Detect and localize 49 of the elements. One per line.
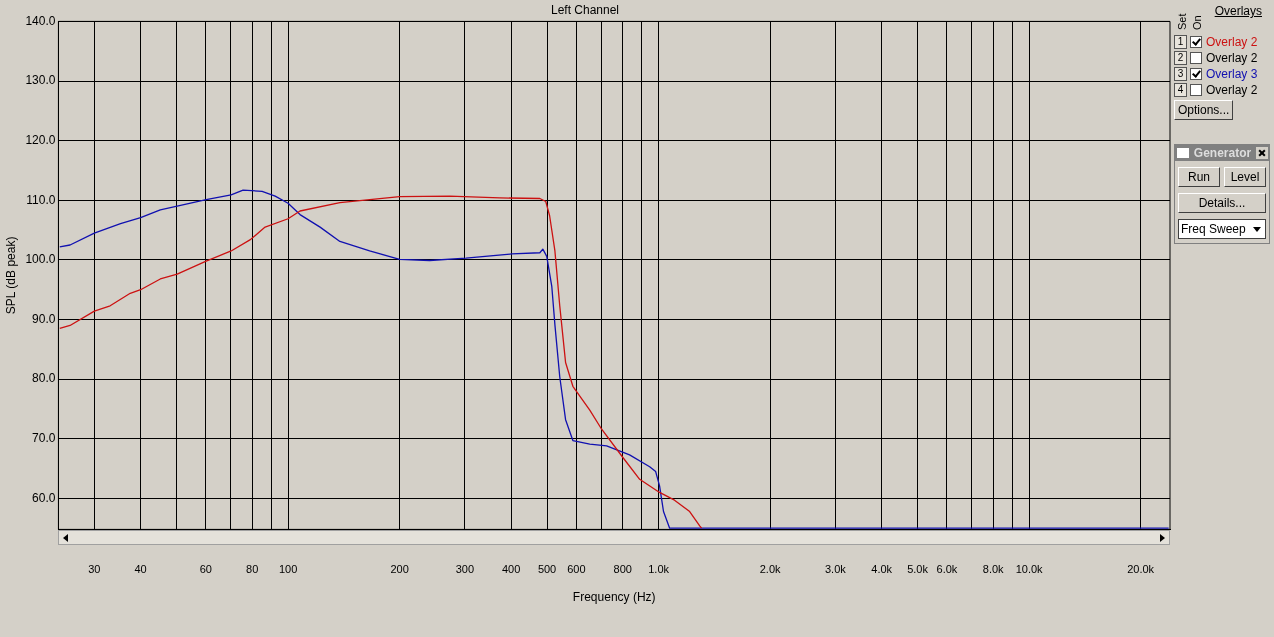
x-tick-label: 300: [455, 563, 475, 576]
x-tick-label: 600: [567, 563, 586, 576]
x-tick-label: 10.0k: [1015, 563, 1044, 576]
y-tick-label: 60.0: [32, 490, 56, 505]
text: 3: [1174, 67, 1187, 81]
text: Overlay 2: [1206, 35, 1258, 49]
y-tick-label: 110.0: [26, 192, 56, 207]
x-tick-label: 800: [613, 563, 632, 576]
x-tick-label: 200: [390, 563, 409, 576]
x-tick-label: 5.0k: [907, 563, 929, 576]
x-tick-label: 400: [501, 563, 521, 576]
text: 2: [1174, 51, 1187, 65]
x-tick-label: 80: [246, 563, 259, 576]
x-tick-label: 500: [537, 563, 557, 576]
text: Options...: [1174, 100, 1234, 120]
x-tick-label: 40: [134, 563, 147, 576]
x-tick-label: 20.0k: [1127, 563, 1155, 576]
y-tick-label: 100.0: [25, 252, 56, 267]
y-tick-label: 140.0: [25, 13, 56, 28]
x-tick-label: 1.0k: [648, 563, 670, 576]
x-axis-title: Frequency (Hz): [572, 590, 656, 605]
x-tick-label: 3.0k: [824, 563, 847, 576]
y-tick-label: 130.0: [25, 73, 56, 88]
text: Level: [1224, 167, 1266, 187]
x-tick-label: 100: [278, 563, 298, 576]
y-tick-label: 70.0: [32, 431, 56, 446]
chart-title: Left Channel: [550, 2, 620, 17]
x-tick-label: 30: [88, 563, 101, 576]
text: Overlay 2: [1206, 83, 1258, 97]
text: On: [1191, 14, 1204, 30]
text: Details...: [1178, 193, 1266, 213]
x-tick-label: 2.0k: [759, 563, 782, 576]
text: Set: [1176, 12, 1189, 30]
text: Overlay 3: [1206, 67, 1258, 81]
text: Run: [1178, 167, 1220, 187]
y-tick-label: 120.0: [25, 132, 56, 147]
y-axis-title: SPL (dB peak): [3, 236, 18, 315]
text: Freq Sweep: [1181, 222, 1246, 236]
y-tick-label: 80.0: [32, 371, 56, 386]
x-tick-label: 6.0k: [936, 563, 958, 576]
x-tick-label: 4.0k: [871, 563, 893, 576]
text: Overlays: [1214, 4, 1262, 18]
text: 4: [1174, 83, 1187, 97]
text: 1: [1174, 35, 1187, 49]
x-tick-label: 60: [199, 563, 212, 576]
text: Overlay 2: [1206, 51, 1258, 65]
y-tick-label: 90.0: [32, 311, 56, 326]
x-tick-label: 8.0k: [982, 563, 1005, 576]
text: Generator: [1193, 146, 1252, 160]
